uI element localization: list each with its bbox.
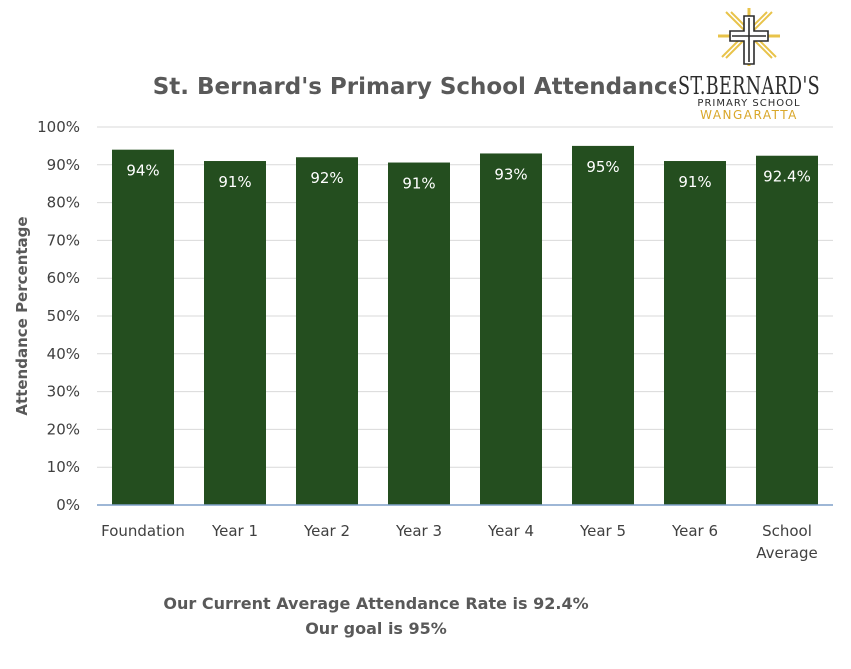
x-tick-label: Year 3	[395, 522, 442, 540]
y-tick-label: 70%	[47, 231, 80, 249]
y-tick-label: 20%	[47, 420, 80, 438]
x-tick-label: Year 2	[303, 522, 350, 540]
x-tick-label: Average	[756, 544, 818, 562]
data-label: 92%	[310, 169, 343, 187]
cross-icon	[729, 15, 769, 65]
bar	[572, 145, 634, 505]
x-tick-label: Year 6	[671, 522, 718, 540]
y-tick-label: 30%	[47, 383, 80, 401]
bar	[204, 161, 266, 505]
bar	[480, 153, 542, 505]
x-tick-label: School	[762, 522, 812, 540]
data-label: 92.4%	[763, 168, 811, 186]
bar	[388, 162, 450, 506]
x-tick-label: Foundation	[101, 522, 185, 540]
x-tick-label: Year 4	[487, 522, 534, 540]
data-label: 93%	[494, 165, 527, 183]
bar	[664, 161, 726, 505]
bar	[112, 149, 174, 505]
data-labels: 94% 91% 92% 91% 93% 95% 91% 92.4%	[126, 158, 811, 193]
bars	[112, 145, 818, 506]
y-tick-label: 50%	[47, 307, 80, 325]
data-label: 91%	[218, 173, 251, 191]
data-label: 95%	[586, 158, 619, 176]
data-label: 91%	[402, 175, 435, 193]
logo-name: ST.BERNARD'S	[678, 72, 820, 100]
y-tick-label: 10%	[47, 458, 80, 476]
y-tick-label: 40%	[47, 345, 80, 363]
x-tick-label: Year 1	[211, 522, 258, 540]
bar	[296, 157, 358, 506]
footer-goal: Our goal is 95%	[305, 619, 447, 638]
data-label: 94%	[126, 162, 159, 180]
x-tick-labels: Foundation Year 1 Year 2 Year 3 Year 4 Year 5…	[101, 522, 818, 562]
y-tick-label: 90%	[47, 156, 80, 174]
logo-subtitle: PRIMARY SCHOOL	[697, 98, 800, 109]
y-tick-label: 0%	[56, 496, 80, 514]
y-tick-label: 80%	[47, 194, 80, 212]
y-tick-label: 60%	[47, 269, 80, 287]
chart-title: St. Bernard's Primary School Attendance	[153, 74, 684, 100]
school-logo: ST.BERNARD'S PRIMARY SCHOOL WANGARATTA	[676, 6, 823, 122]
x-tick-label: Year 5	[579, 522, 626, 540]
y-axis-label: Attendance Percentage	[13, 216, 31, 415]
y-tick-label: 100%	[37, 118, 80, 136]
footer-average-rate: Our Current Average Attendance Rate is 9…	[163, 594, 588, 613]
logo-town: WANGARATTA	[700, 108, 798, 122]
bar	[756, 155, 818, 505]
y-tick-labels: 0% 10% 20% 30% 40% 50% 60% 70% 80% 90% 100%	[37, 118, 80, 514]
data-label: 91%	[678, 173, 711, 191]
